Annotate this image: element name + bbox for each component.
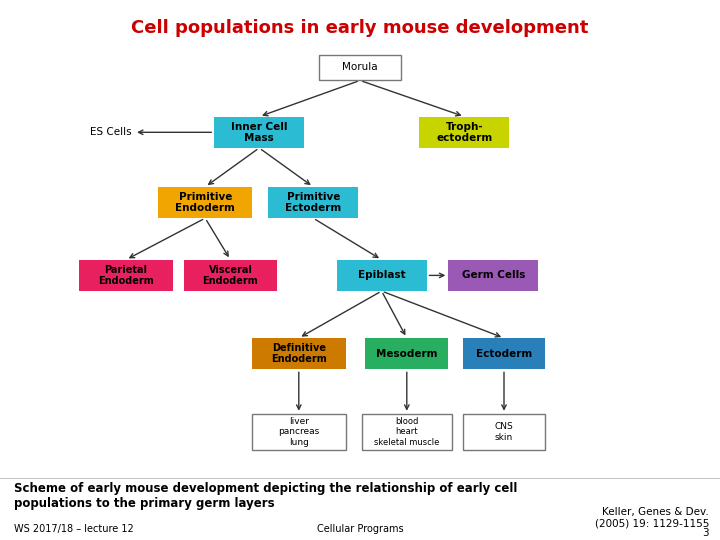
Text: blood
heart
skeletal muscle: blood heart skeletal muscle <box>374 417 439 447</box>
FancyBboxPatch shape <box>252 338 346 369</box>
FancyBboxPatch shape <box>268 187 359 218</box>
FancyBboxPatch shape <box>79 260 173 291</box>
FancyBboxPatch shape <box>319 55 402 80</box>
Text: Parietal
Endoderm: Parietal Endoderm <box>98 265 154 286</box>
FancyBboxPatch shape <box>184 260 277 291</box>
FancyBboxPatch shape <box>337 260 426 291</box>
Text: WS 2017/18 – lecture 12: WS 2017/18 – lecture 12 <box>14 524 134 534</box>
Text: Germ Cells: Germ Cells <box>462 271 525 280</box>
FancyBboxPatch shape <box>462 414 546 450</box>
Text: Definitive
Endoderm: Definitive Endoderm <box>271 343 327 364</box>
Text: Mesoderm: Mesoderm <box>376 349 438 359</box>
FancyBboxPatch shape <box>419 117 510 148</box>
Text: Visceral
Endoderm: Visceral Endoderm <box>202 265 258 286</box>
FancyBboxPatch shape <box>215 117 304 148</box>
FancyBboxPatch shape <box>158 187 252 218</box>
Text: Primitive
Ectoderm: Primitive Ectoderm <box>285 192 341 213</box>
FancyBboxPatch shape <box>361 414 452 450</box>
Text: Scheme of early mouse development depicting the relationship of early cell
popul: Scheme of early mouse development depict… <box>14 482 518 510</box>
Text: Cellular Programs: Cellular Programs <box>317 524 403 534</box>
Text: Ectoderm: Ectoderm <box>476 349 532 359</box>
FancyBboxPatch shape <box>448 260 539 291</box>
Text: Keller, Genes & Dev.
(2005) 19: 1129-1155: Keller, Genes & Dev. (2005) 19: 1129-115… <box>595 507 709 528</box>
FancyBboxPatch shape <box>462 338 546 369</box>
Text: liver
pancreas
lung: liver pancreas lung <box>278 417 320 447</box>
Text: Cell populations in early mouse development: Cell populations in early mouse developm… <box>131 19 589 37</box>
Text: ES Cells: ES Cells <box>90 127 212 137</box>
Text: Troph-
ectoderm: Troph- ectoderm <box>436 122 492 143</box>
Text: Primitive
Endoderm: Primitive Endoderm <box>175 192 235 213</box>
Text: Inner Cell
Mass: Inner Cell Mass <box>231 122 287 143</box>
Text: CNS
skin: CNS skin <box>495 422 513 442</box>
FancyBboxPatch shape <box>252 414 346 450</box>
Text: 3: 3 <box>703 528 709 538</box>
Text: Morula: Morula <box>342 63 378 72</box>
FancyBboxPatch shape <box>365 338 448 369</box>
Text: Epiblast: Epiblast <box>358 271 405 280</box>
